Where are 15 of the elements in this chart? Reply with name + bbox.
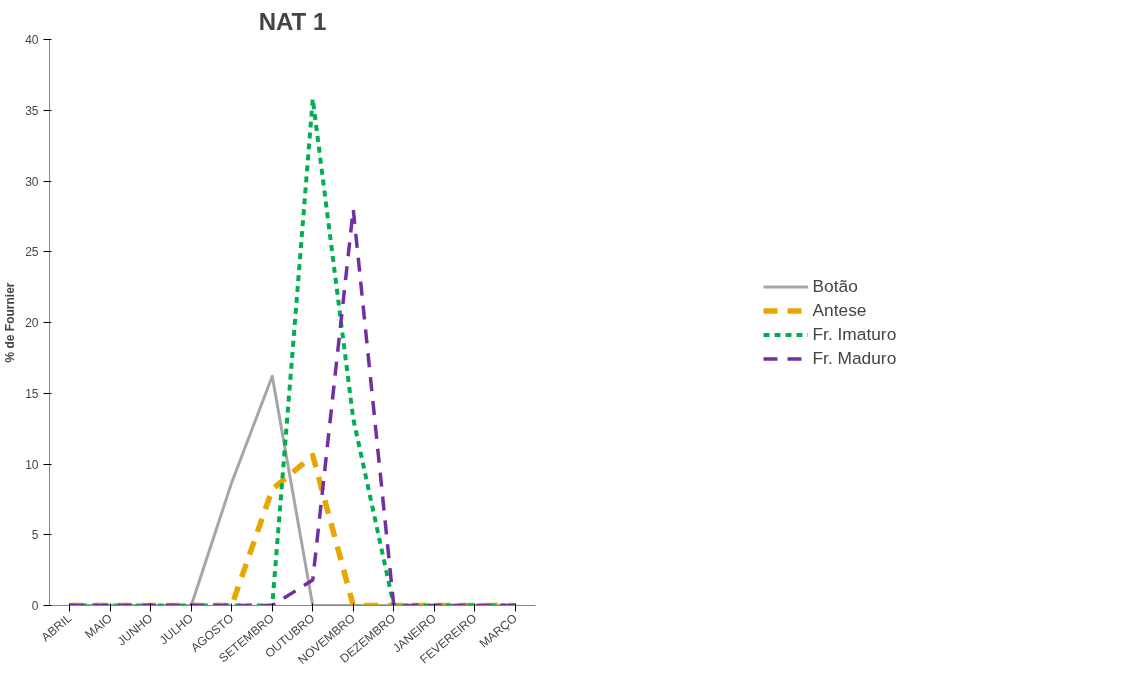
y-tick-label: 30: [25, 174, 39, 189]
y-tick-label: 0: [31, 599, 39, 613]
legend-label: Fr. Maduro: [812, 347, 898, 369]
y-tick-label: 25: [25, 245, 39, 260]
y-tick-label: 20: [25, 316, 39, 330]
y-axis-title: % de Fournier: [3, 282, 18, 363]
legend-label: Botão: [812, 275, 859, 297]
legend-label: Fr. Imaturo: [812, 323, 898, 345]
y-tick-label: 35: [25, 103, 39, 118]
y-tick-label: 10: [25, 457, 39, 472]
y-tick-label: 15: [25, 386, 39, 401]
legend-label: Antese: [812, 299, 868, 321]
chart-title: NAT 1: [258, 7, 327, 35]
y-tick-label: 5: [31, 528, 39, 543]
y-tick-label: 40: [25, 33, 39, 47]
